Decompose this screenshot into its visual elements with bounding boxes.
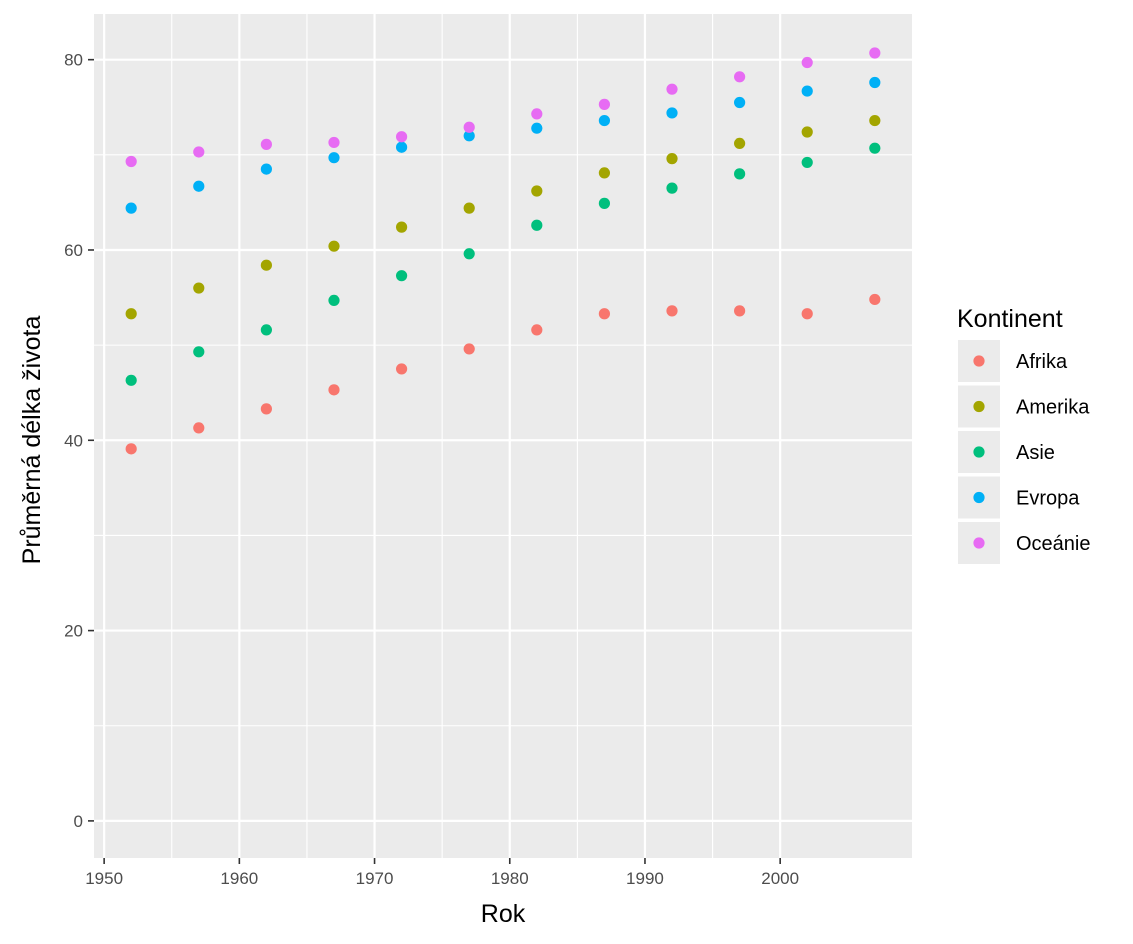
data-points — [125, 47, 881, 455]
data-point — [328, 240, 340, 252]
data-point — [734, 168, 746, 180]
x-tick-label: 2000 — [761, 869, 799, 888]
legend-label: Oceánie — [1016, 533, 1091, 555]
data-point — [869, 76, 881, 89]
data-point — [193, 282, 205, 294]
data-point — [869, 293, 881, 306]
data-point — [666, 182, 678, 194]
y-tick-label: 40 — [64, 431, 83, 450]
data-point — [531, 122, 543, 134]
data-point — [598, 167, 611, 179]
x-tick-label: 1980 — [491, 869, 529, 888]
data-point — [125, 443, 137, 455]
data-point — [598, 197, 611, 209]
x-axis-title: Rok — [481, 900, 526, 928]
data-point — [260, 138, 272, 150]
data-point — [869, 47, 881, 59]
data-point — [395, 221, 408, 233]
data-point — [328, 136, 340, 149]
legend-label: Asie — [1016, 442, 1055, 464]
data-point — [531, 108, 543, 120]
data-point — [125, 202, 137, 214]
data-point — [666, 153, 678, 165]
data-point — [666, 107, 678, 119]
data-point — [395, 270, 408, 282]
x-tick-label: 1950 — [85, 869, 123, 888]
y-tick-label: 80 — [64, 51, 83, 70]
data-point — [463, 248, 475, 260]
data-point — [395, 131, 408, 143]
data-point — [801, 126, 813, 138]
y-tick-label: 0 — [74, 812, 83, 831]
data-point — [125, 155, 137, 168]
data-point — [734, 96, 746, 109]
legend-key-marker — [973, 400, 985, 413]
x-tick-label: 1970 — [356, 869, 394, 888]
data-point — [193, 422, 205, 434]
grid-major — [94, 14, 912, 858]
data-point — [531, 324, 543, 336]
data-point — [193, 146, 205, 158]
data-point — [260, 324, 272, 336]
data-point — [666, 305, 678, 317]
y-tick-label: 60 — [64, 241, 83, 260]
data-point — [463, 202, 475, 214]
legend-key-marker — [973, 446, 985, 458]
data-point — [531, 185, 543, 197]
data-point — [598, 114, 611, 127]
plot-panel — [94, 14, 912, 858]
data-point — [598, 308, 611, 320]
data-point — [598, 98, 611, 110]
data-point — [463, 130, 475, 142]
data-point — [125, 308, 137, 320]
data-point — [328, 294, 340, 307]
data-point — [463, 343, 475, 355]
legend-label: Afrika — [1016, 351, 1068, 373]
data-point — [463, 121, 475, 133]
data-point — [869, 114, 881, 127]
legend-label: Amerika — [1016, 397, 1090, 419]
legend-key-marker — [973, 491, 985, 504]
data-point — [193, 346, 205, 358]
grid-minor — [94, 14, 912, 858]
legend-label: Evropa — [1016, 488, 1080, 510]
data-point — [193, 180, 205, 192]
data-point — [260, 259, 272, 271]
legend-key-marker — [973, 537, 985, 549]
y-axis-title: Průměrná délka života — [18, 316, 46, 565]
data-point — [734, 71, 746, 83]
y-tick-label: 20 — [64, 622, 83, 641]
legend: Kontinent Afrika Amerika Asie Evropa Oceánie — [957, 305, 1091, 564]
y-axis: 0 20 40 60 80 — [64, 51, 94, 831]
data-point — [125, 374, 137, 386]
data-point — [531, 219, 543, 231]
x-tick-label: 1960 — [220, 869, 258, 888]
legend-title: Kontinent — [957, 305, 1063, 333]
data-point — [869, 142, 881, 154]
x-tick-label: 1990 — [626, 869, 664, 888]
data-point — [801, 308, 813, 320]
data-point — [734, 305, 746, 317]
data-point — [328, 152, 340, 164]
data-point — [260, 403, 272, 415]
legend-key-marker — [973, 355, 985, 367]
data-point — [801, 56, 813, 69]
data-point — [734, 137, 746, 150]
data-point — [395, 363, 408, 375]
data-point — [801, 85, 813, 97]
data-point — [328, 384, 340, 396]
data-point — [395, 141, 408, 153]
x-axis: 1950 1960 1970 1980 1990 2000 — [85, 858, 799, 888]
data-point — [801, 156, 813, 169]
data-point — [666, 83, 678, 95]
data-point — [260, 163, 272, 175]
